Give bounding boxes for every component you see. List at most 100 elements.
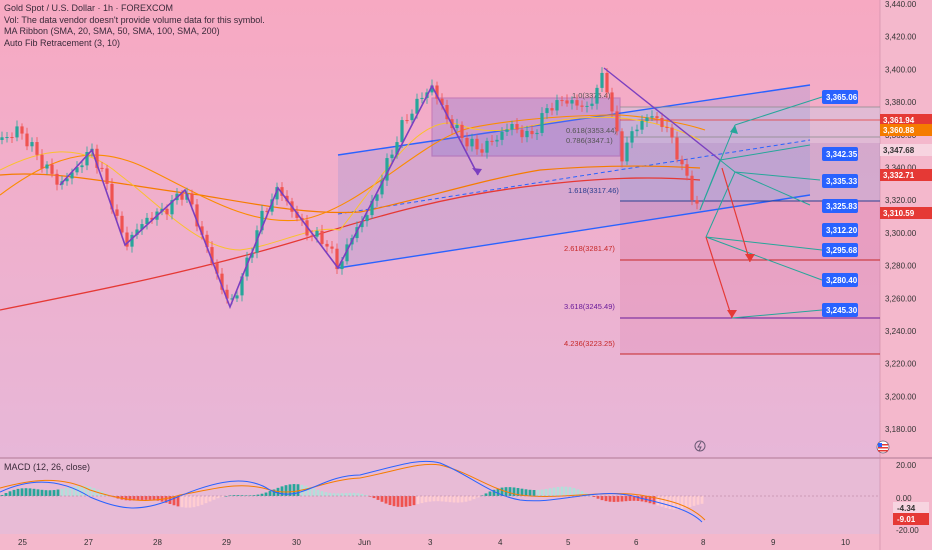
projection-arrows[interactable] — [472, 96, 823, 319]
macd-bar — [72, 486, 76, 496]
target-tag-label: 3,245.30 — [826, 306, 858, 315]
candle-body — [430, 85, 434, 93]
candle-body — [310, 235, 314, 237]
lightning-icon-glyph — [697, 441, 702, 452]
zigzag-line-2[interactable] — [603, 67, 721, 161]
macd-bar — [428, 496, 432, 502]
target-tag[interactable] — [822, 199, 858, 213]
candle-body — [680, 159, 684, 165]
target-tag[interactable] — [822, 223, 858, 237]
macd-bar — [56, 489, 60, 496]
price-axis[interactable]: 3,440.003,420.003,400.003,380.003,360.00… — [885, 0, 917, 434]
macd-bar — [368, 496, 372, 497]
price-tag-label: 3,310.59 — [883, 209, 915, 218]
candle-body — [225, 289, 229, 299]
macd-bar — [692, 496, 696, 506]
macd-axis-label: -20.00 — [896, 526, 919, 535]
price-axis-label: 3,180.00 — [885, 425, 917, 434]
candle-body — [130, 234, 134, 247]
macd-axis[interactable]: 20.00 0.00 -20.00 — [896, 461, 919, 535]
target-tag-label: 3,280.40 — [826, 276, 858, 285]
macd-indicator-label[interactable]: MACD (12, 26, close) — [4, 462, 91, 472]
channel-bottom-line[interactable] — [337, 194, 811, 269]
candle-body — [580, 105, 584, 107]
candle-body — [25, 133, 29, 147]
flag-canton — [878, 443, 882, 447]
price-tag — [880, 124, 932, 136]
macd-bar — [460, 496, 464, 503]
candle-body — [460, 124, 464, 139]
time-axis-bg[interactable] — [0, 534, 880, 550]
time-axis-label: 25 — [18, 538, 27, 547]
lightning-icon[interactable] — [694, 440, 706, 452]
target-tag[interactable] — [822, 303, 858, 317]
chart-legend[interactable]: Gold Spot / U.S. Dollar · 1h · FOREXCOM … — [4, 3, 265, 49]
target-tag[interactable] — [822, 243, 858, 257]
macd-bar — [700, 496, 704, 504]
time-axis[interactable]: 25 27 28 29 30 Jun 3 4 5 6 8 9 10 — [18, 538, 850, 547]
macd-bar — [152, 496, 156, 501]
candle-body — [650, 116, 654, 118]
candle-body — [630, 131, 634, 143]
auto-fib-indicator[interactable]: Auto Fib Retracement (3, 10) — [4, 37, 121, 48]
macd-bar — [124, 496, 128, 501]
candle-body — [55, 173, 59, 185]
target-tag-label: 3,325.83 — [826, 202, 858, 211]
channel-mid-line[interactable] — [337, 139, 811, 215]
candle-body — [515, 124, 519, 130]
candle-body — [525, 130, 529, 138]
macd-bar — [520, 488, 524, 496]
candle-body — [665, 126, 669, 128]
candle-body — [375, 194, 379, 201]
candle-body — [320, 230, 324, 244]
price-tag — [880, 169, 932, 181]
candle-body — [150, 217, 154, 220]
sma-100 — [0, 165, 701, 214]
macd-bar — [444, 496, 448, 502]
candle-body — [250, 252, 254, 258]
candle-body — [655, 116, 659, 119]
vol-indicator[interactable]: Vol: The data vendor doesn't provide vol… — [4, 14, 265, 25]
candle-body — [550, 108, 554, 111]
candle-body — [455, 124, 459, 129]
target-tag[interactable] — [822, 147, 858, 161]
macd-bar — [184, 496, 188, 508]
price-axis-label: 3,400.00 — [885, 65, 917, 74]
candle-body — [100, 167, 104, 169]
symbol-title[interactable]: Gold Spot / U.S. Dollar · 1h · FOREXCOM — [4, 3, 174, 13]
candle-body — [570, 100, 574, 104]
channel-top-line[interactable] — [337, 84, 811, 156]
macd-bar — [92, 488, 96, 496]
target-tag[interactable] — [822, 90, 858, 104]
target-tags: 3,365.06 3,342.35 3,335.33 3,325.83 3,312.20… — [822, 90, 858, 317]
macd-bar — [540, 489, 544, 496]
macd-bar — [132, 496, 136, 501]
price-tag — [880, 207, 932, 219]
macd-bar — [188, 496, 192, 508]
candle-body — [275, 187, 279, 200]
candle-body — [110, 183, 114, 210]
candle-body — [65, 178, 69, 182]
target-tag[interactable] — [822, 174, 858, 188]
zigzag-line[interactable] — [59, 84, 479, 310]
candle-body — [265, 210, 269, 212]
candle-body — [670, 127, 674, 138]
macd-bar — [696, 496, 700, 505]
fib-label: 2.618(3281.47) — [564, 244, 615, 253]
macd-bar — [176, 496, 180, 507]
target-tag[interactable] — [822, 273, 858, 287]
candle-body — [40, 154, 44, 169]
price-axis-label: 3,200.00 — [885, 392, 917, 401]
macd-bar — [496, 488, 500, 496]
macd-bar — [80, 485, 84, 496]
macd-bar — [192, 496, 196, 508]
candle-body — [335, 248, 339, 270]
ma-ribbon-indicator[interactable]: MA Ribbon (SMA, 20, SMA, 50, SMA, 100, S… — [4, 26, 220, 37]
candle-body — [640, 121, 644, 130]
candle-body — [690, 175, 694, 201]
macd-bar — [204, 496, 208, 504]
candle-body — [480, 149, 484, 153]
candle-body — [495, 139, 499, 142]
sma-200 — [0, 177, 701, 311]
